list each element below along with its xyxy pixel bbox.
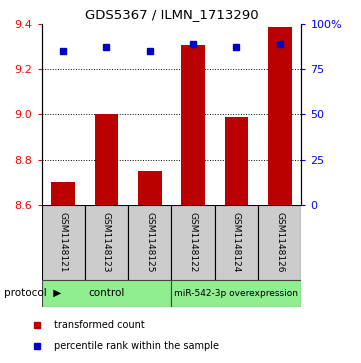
Text: GSM1148124: GSM1148124	[232, 212, 241, 273]
Bar	[42, 205, 85, 280]
Text: control: control	[88, 288, 125, 298]
Bar	[215, 205, 258, 280]
Text: miR-542-3p overexpression: miR-542-3p overexpression	[174, 289, 299, 298]
Text: percentile rank within the sample: percentile rank within the sample	[54, 341, 219, 351]
Text: protocol  ▶: protocol ▶	[4, 288, 61, 298]
Text: GSM1148122: GSM1148122	[189, 212, 197, 273]
Bar	[181, 45, 205, 205]
Bar	[42, 280, 171, 307]
Text: GSM1148125: GSM1148125	[145, 212, 154, 273]
Bar	[171, 205, 215, 280]
Text: transformed count: transformed count	[54, 320, 145, 330]
Text: GSM1148123: GSM1148123	[102, 212, 111, 273]
Text: GSM1148126: GSM1148126	[275, 212, 284, 273]
Bar	[225, 117, 248, 205]
Bar	[128, 205, 171, 280]
Bar	[138, 171, 162, 205]
Bar	[95, 114, 118, 205]
Bar	[171, 280, 301, 307]
Title: GDS5367 / ILMN_1713290: GDS5367 / ILMN_1713290	[85, 8, 258, 21]
Text: GSM1148121: GSM1148121	[59, 212, 68, 273]
Bar	[51, 183, 75, 205]
Bar	[268, 27, 292, 205]
Bar	[85, 205, 128, 280]
Bar	[258, 205, 301, 280]
